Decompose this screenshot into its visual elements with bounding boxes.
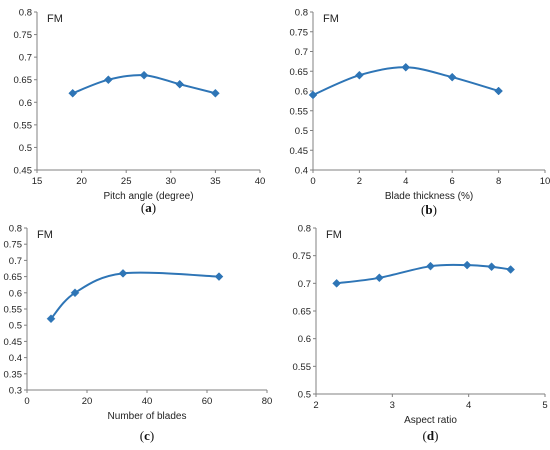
chart-b-x-tick-label: 4 (403, 176, 408, 187)
chart-c-x-tick-label: 80 (262, 396, 273, 407)
chart-a: 0.45 0.5 0.55 0.6 0.65 0.7 0.75 0.8 15 20 25 30 35 40… (14, 8, 266, 216)
chart-b-x-tick-label: 2 (357, 176, 362, 187)
chart-c-data-point (118, 269, 128, 278)
chart-d-series-line (336, 263, 511, 285)
chart-b-data-point (447, 72, 457, 82)
chart-b-x-label: Blade thickness (%) (385, 191, 473, 202)
chart-d-data-point (506, 265, 516, 274)
chart-b-data-point (308, 90, 318, 100)
chart-a-x-tick-label: 25 (121, 176, 132, 187)
chart-d-x-tick-label: 5 (542, 400, 547, 411)
chart-b-y-label: FM (323, 13, 339, 25)
chart-b-x-tick-label: 8 (496, 176, 501, 187)
chart-c-y-tick-label: 0.7 (9, 256, 22, 267)
chart-b-x-tick-label: 10 (540, 176, 550, 187)
chart-c-x-tick-label: 20 (82, 396, 93, 407)
chart-a-y-tick-label: 0.8 (19, 8, 32, 19)
chart-d-caption: (d) (423, 428, 439, 443)
chart-c-y-tick-label: 0.35 (4, 369, 23, 380)
chart-c-y-tick-label: 0.3 (9, 386, 22, 397)
chart-a-data-point (139, 70, 149, 80)
chart-c-data-point (214, 272, 224, 281)
chart-b-x-tick-label: 6 (450, 176, 455, 187)
chart-b-data-point (401, 62, 411, 72)
chart-a-x-tick-label: 20 (76, 176, 87, 187)
chart-c-x-tick-label: 60 (202, 396, 213, 407)
chart-d-data-point (487, 262, 496, 272)
chart-d-x-tick-label: 2 (313, 400, 318, 411)
chart-a-x-tick-label: 30 (166, 176, 177, 187)
chart-b-y-tick-label: 0.55 (290, 106, 309, 117)
chart-c-y-tick-label: 0.55 (4, 305, 23, 316)
chart-a-data-point (175, 79, 185, 89)
chart-a-y-tick-label: 0.75 (14, 30, 33, 41)
chart-d: 0.5 0.55 0.6 0.65 0.7 0.75 0.8 2 3 4 5 FM Aspect rat… (293, 224, 548, 444)
chart-a-x-tick-label: 35 (210, 176, 221, 187)
chart-b-data-point (494, 86, 503, 96)
chart-d-data-point (426, 261, 435, 271)
chart-d-x-label: Aspect ratio (404, 415, 457, 426)
chart-d-y-tick-label: 0.5 (298, 390, 311, 401)
chart-a-y-tick-label: 0.7 (19, 53, 32, 64)
chart-d-x-tick-label: 4 (466, 400, 471, 411)
chart-c-y-tick-label: 0.5 (9, 321, 22, 332)
chart-c-y-tick-label: 0.8 (9, 224, 22, 235)
chart-d-y-label: FM (326, 229, 342, 241)
chart-c-y-label: FM (37, 229, 53, 241)
chart-c-y-tick-label: 0.45 (4, 337, 23, 348)
chart-b-y-tick-label: 0.65 (290, 67, 309, 78)
chart-c-caption: (c) (140, 428, 154, 443)
chart-d-y-tick-label: 0.6 (298, 334, 311, 345)
chart-a-y-tick-label: 0.65 (14, 75, 33, 86)
chart-d-y-tick-label: 0.7 (298, 279, 311, 290)
chart-d-y-tick-label: 0.8 (298, 224, 311, 235)
chart-a-y-label: FM (47, 13, 63, 25)
chart-a-y-tick-label: 0.6 (19, 98, 32, 109)
chart-c-x-tick-label: 40 (142, 396, 153, 407)
chart-d-y-tick-label: 0.55 (293, 362, 312, 373)
chart-c-y-tick-label: 0.4 (9, 353, 22, 364)
chart-c-data-point (46, 314, 56, 324)
chart-a-y-tick-label: 0.45 (14, 166, 33, 177)
chart-a-y-tick-label: 0.5 (19, 143, 32, 154)
chart-b-y-tick-label: 0.7 (295, 47, 308, 58)
chart-b-data-point (355, 70, 364, 80)
chart-c: 0.3 0.35 0.4 0.45 0.5 0.55 0.6 0.65 0.7 0.75 0.8 0 2… (4, 224, 273, 444)
chart-a-x-tick-label: 15 (32, 176, 43, 187)
chart-b-caption: (b) (421, 202, 437, 217)
chart-b-y-tick-label: 0.75 (290, 27, 309, 38)
chart-a-data-point (68, 88, 78, 98)
chart-a-data-point (211, 88, 220, 98)
chart-c-data-point (70, 288, 80, 298)
chart-d-data-point (462, 260, 472, 270)
chart-c-series-line (50, 271, 220, 320)
chart-b-y-tick-label: 0.6 (295, 87, 308, 98)
chart-a-data-point (104, 75, 113, 85)
chart-d-y-tick-label: 0.75 (293, 251, 312, 262)
chart-a-y-tick-label: 0.55 (14, 120, 33, 131)
chart-b-y-tick-label: 0.4 (295, 166, 308, 177)
chart-b-y-tick-label: 0.8 (295, 8, 308, 19)
chart-c-y-tick-label: 0.75 (4, 240, 23, 251)
chart-b-y-tick-label: 0.5 (295, 126, 308, 137)
chart-c-x-tick-label: 0 (24, 396, 29, 407)
chart-a-x-label: Pitch angle (degree) (103, 191, 193, 202)
chart-c-x-label: Number of blades (108, 411, 187, 422)
chart-b: 0.4 0.45 0.5 0.55 0.6 0.65 0.7 0.75 0.8 0 2 4 6 8 10 FM… (290, 8, 550, 218)
chart-d-x-tick-label: 3 (390, 400, 395, 411)
chart-a-caption: (a) (141, 200, 156, 215)
chart-a-x-tick-label: 40 (255, 176, 266, 187)
chart-d-data-point (375, 273, 384, 283)
chart-d-data-point (332, 278, 341, 288)
chart-b-y-tick-label: 0.45 (290, 146, 309, 157)
chart-c-y-tick-label: 0.6 (9, 288, 22, 299)
chart-c-y-tick-label: 0.65 (4, 272, 23, 283)
chart-d-y-tick-label: 0.65 (293, 307, 312, 318)
chart-b-x-tick-label: 0 (310, 176, 315, 187)
